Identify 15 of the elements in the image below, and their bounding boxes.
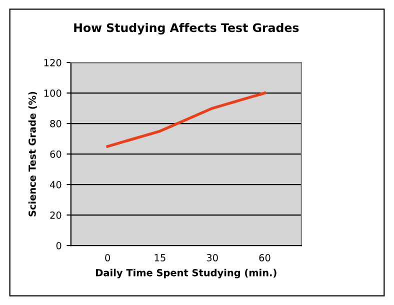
y-tick-label: 100 <box>44 90 62 97</box>
y-tick-label: 120 <box>44 59 62 66</box>
x-tick-label: 0 <box>105 254 110 262</box>
y-tick-label: 40 <box>50 181 62 188</box>
y-tick-label: 20 <box>50 212 62 219</box>
chart-title: How Studying Affects Test Grades <box>74 23 299 35</box>
x-tick-label: 15 <box>154 254 166 262</box>
y-tick-label: 0 <box>56 242 62 250</box>
y-tick-label: 80 <box>50 120 62 128</box>
y-tick-label: 60 <box>50 150 62 158</box>
y-axis-title: Science Test Grade (%) <box>28 92 38 216</box>
x-tick-label: 30 <box>206 254 218 262</box>
line-series <box>106 92 266 148</box>
x-axis-title: Daily Time Spent Studying (min.) <box>96 268 276 278</box>
x-tick-label: 60 <box>259 254 270 262</box>
